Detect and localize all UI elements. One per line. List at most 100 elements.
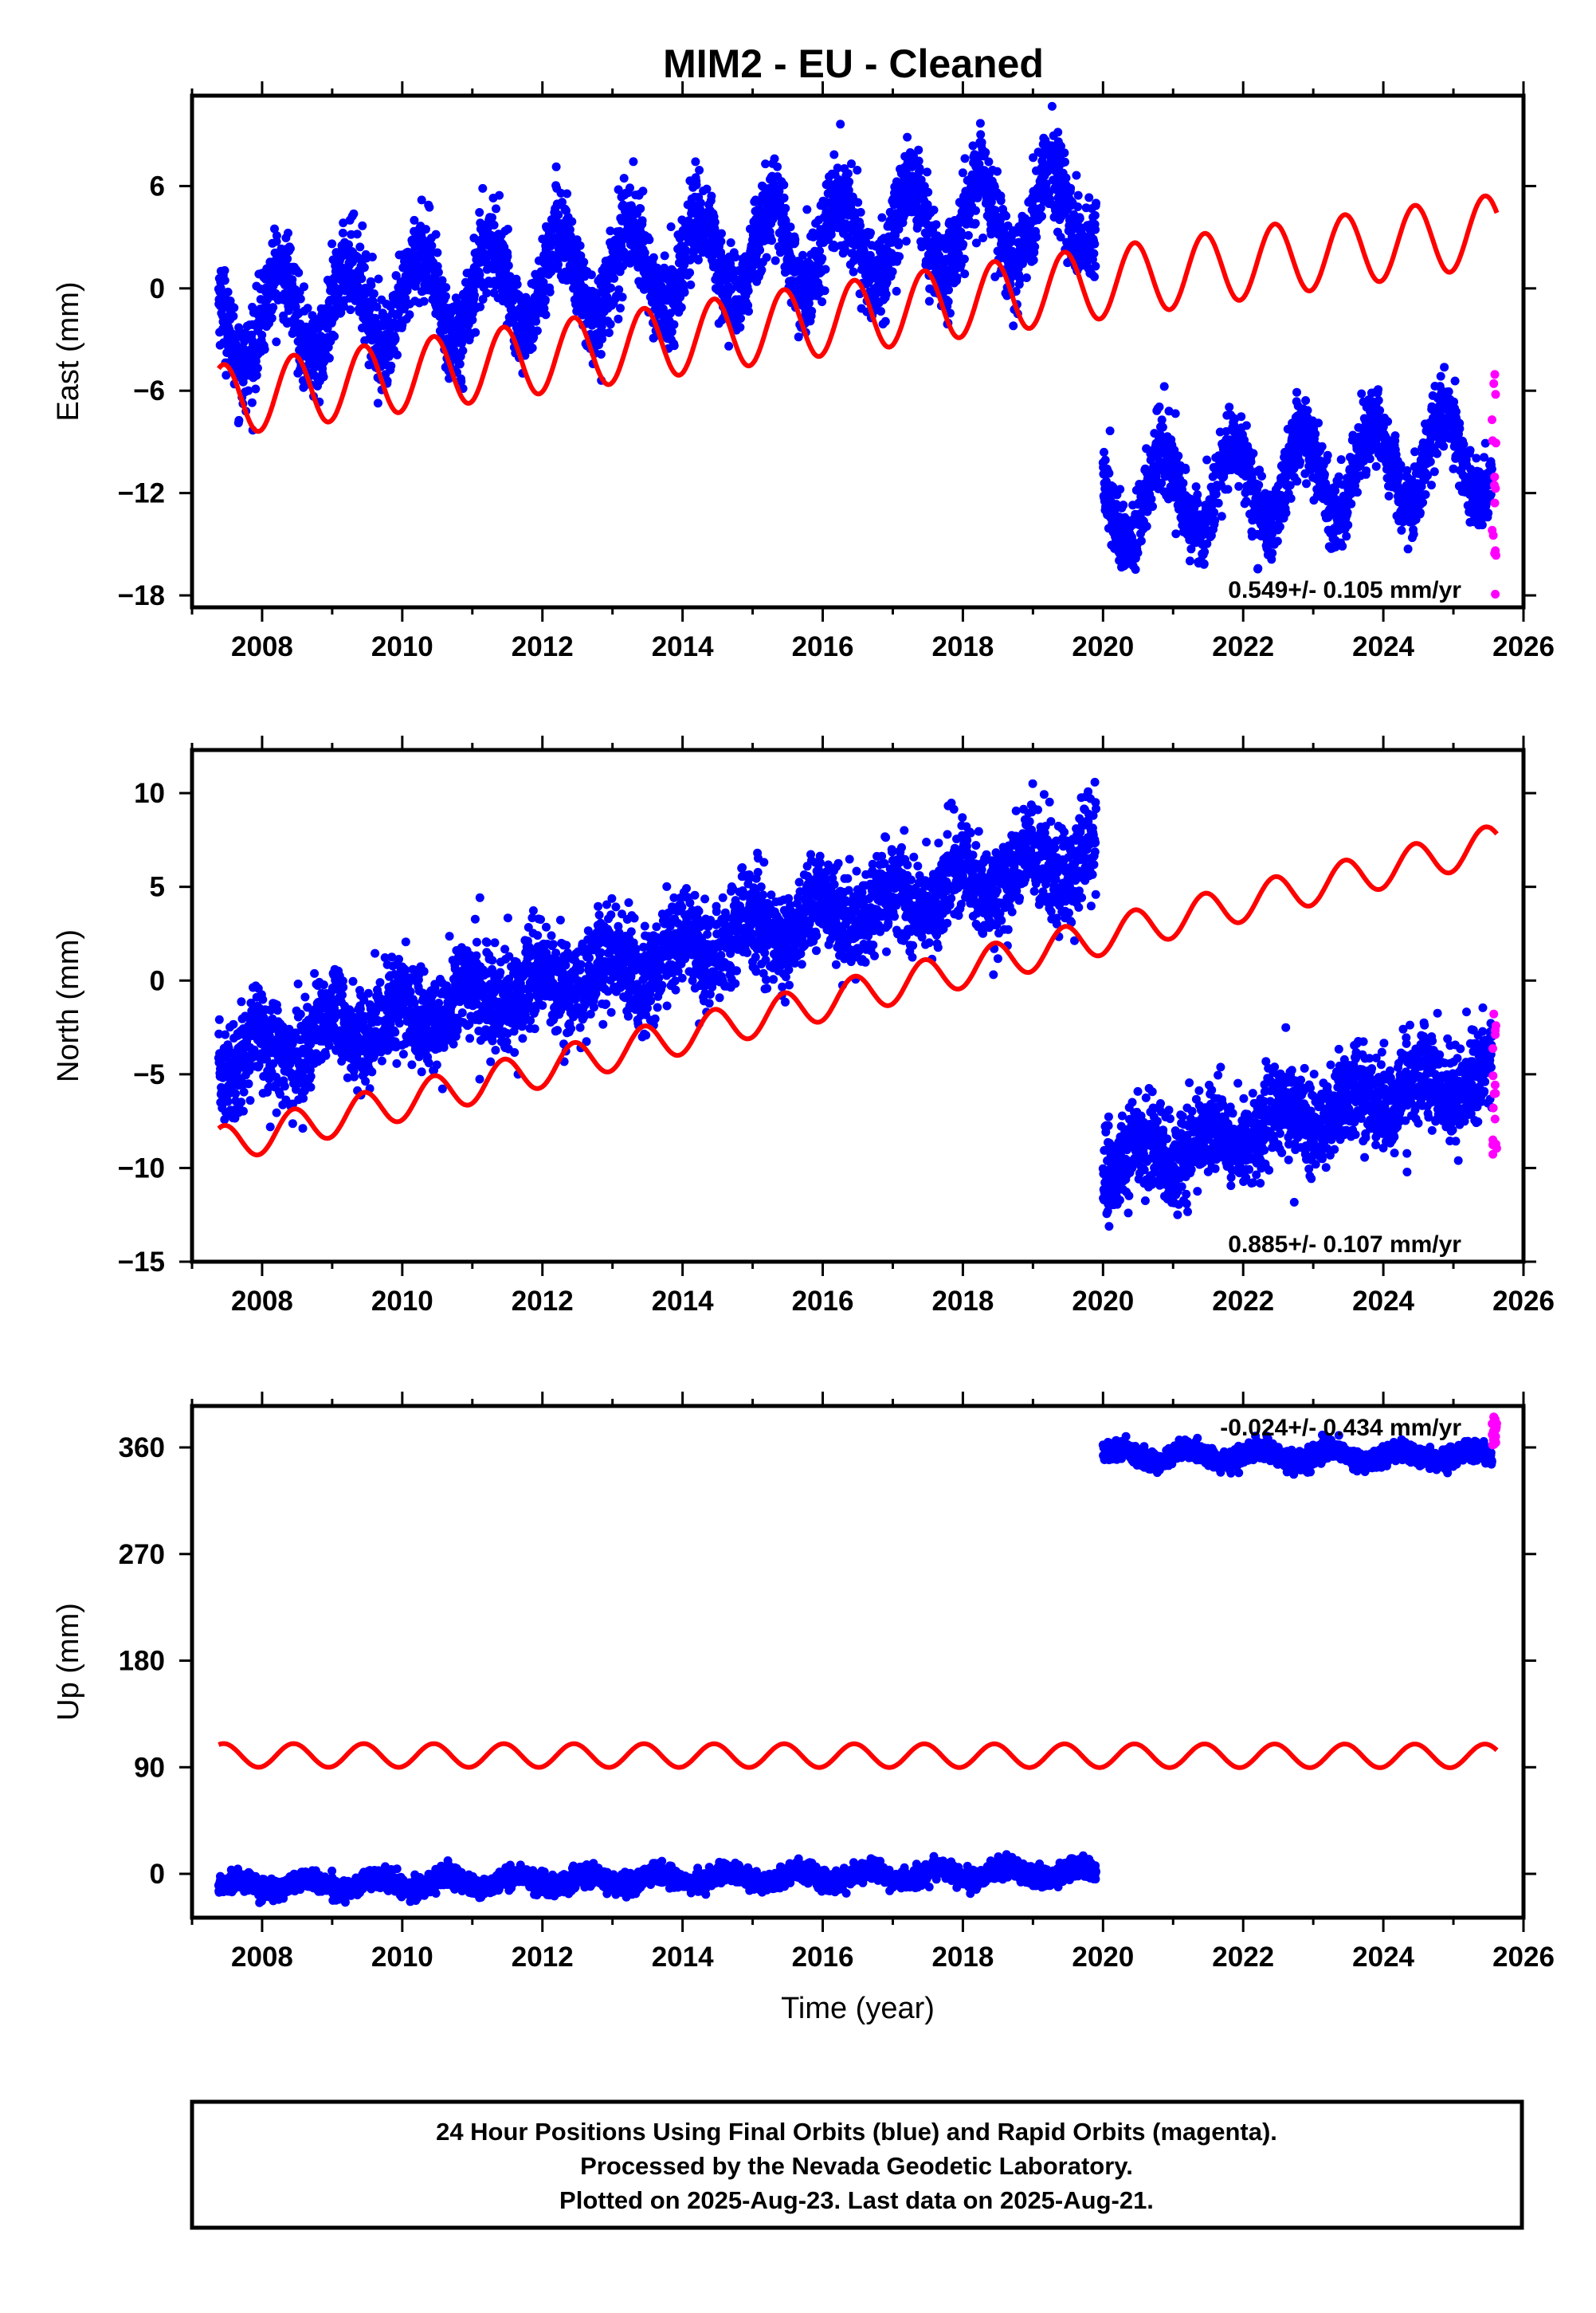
data-point [386, 361, 396, 371]
data-point [807, 306, 817, 316]
data-point [692, 180, 701, 190]
data-point [390, 334, 400, 344]
data-point [220, 276, 229, 285]
data-point [334, 286, 343, 296]
data-point [1347, 499, 1356, 509]
data-point [943, 296, 953, 306]
data-point [419, 296, 429, 306]
data-point [551, 162, 561, 171]
data-point [716, 237, 726, 246]
data-point [1241, 421, 1251, 430]
data-point [1314, 418, 1323, 428]
data-point [1292, 477, 1302, 486]
data-point [1091, 225, 1100, 234]
data-point [645, 235, 654, 245]
data-point [596, 350, 606, 359]
data-point [586, 270, 596, 280]
data-point [319, 372, 328, 382]
data-point [405, 310, 414, 320]
data-point [1073, 202, 1083, 211]
data-point [300, 282, 308, 292]
data-point [931, 220, 941, 230]
data-point [616, 304, 625, 313]
data-point [503, 252, 512, 261]
data-point [843, 169, 853, 179]
data-point [693, 255, 703, 265]
data-point [359, 263, 369, 273]
data-point [767, 236, 776, 245]
data-point [229, 303, 239, 312]
data-point [1365, 454, 1374, 464]
data-point [489, 220, 499, 230]
data-point [1268, 548, 1277, 558]
data-point [492, 204, 500, 214]
east-final-series-1 [214, 101, 1100, 435]
data-point [1249, 449, 1258, 458]
data-point [251, 384, 261, 394]
data-point [892, 286, 901, 296]
data-point [1257, 471, 1266, 481]
data-point [303, 304, 312, 313]
data-point [531, 316, 541, 326]
data-point [757, 265, 767, 275]
data-point [352, 230, 362, 239]
data-point [371, 313, 380, 323]
data-point [762, 253, 771, 262]
data-point [744, 307, 753, 316]
data-point [355, 242, 365, 252]
data-point [923, 167, 931, 177]
data-point [1303, 406, 1312, 415]
data-point [1334, 472, 1343, 481]
data-point [1246, 457, 1256, 466]
data-point [1202, 455, 1212, 465]
data-point [372, 302, 382, 312]
data-point [923, 187, 933, 197]
data-point [981, 147, 990, 157]
data-point [866, 228, 875, 238]
data-point [1090, 272, 1099, 281]
data-point [532, 326, 542, 336]
data-point [853, 166, 862, 175]
data-point [724, 341, 734, 351]
data-point [324, 353, 334, 363]
data-point [220, 265, 229, 275]
data-point [285, 244, 295, 253]
data-point [610, 273, 619, 283]
data-point [903, 132, 912, 142]
data-point [856, 207, 865, 217]
data-point [1362, 466, 1371, 476]
data-point [433, 268, 443, 277]
data-point [1159, 382, 1169, 391]
data-point [1104, 469, 1114, 478]
data-point [1301, 396, 1311, 405]
data-point [781, 203, 790, 213]
data-point [649, 253, 658, 262]
data-point [1084, 193, 1094, 202]
data-point [300, 381, 309, 391]
data-point [1178, 478, 1188, 488]
data-point [952, 273, 962, 282]
data-point [346, 305, 355, 315]
data-point [288, 275, 297, 285]
data-point [636, 204, 645, 214]
data-point [1281, 509, 1291, 517]
data-point [770, 154, 779, 163]
data-point [1105, 426, 1115, 436]
data-point [1199, 559, 1209, 568]
data-point [567, 217, 577, 226]
data-point [471, 328, 480, 337]
data-point [252, 371, 261, 380]
data-point [563, 189, 572, 198]
data-point [540, 295, 550, 304]
data-point [373, 399, 382, 408]
data-point [1090, 210, 1100, 220]
data-point [367, 253, 377, 261]
data-point [1286, 493, 1296, 503]
data-point [876, 307, 885, 316]
data-point [1210, 508, 1219, 517]
data-point [888, 267, 897, 277]
data-point [475, 208, 484, 217]
data-point [779, 193, 789, 202]
data-point [1296, 457, 1305, 466]
data-point [853, 198, 863, 207]
